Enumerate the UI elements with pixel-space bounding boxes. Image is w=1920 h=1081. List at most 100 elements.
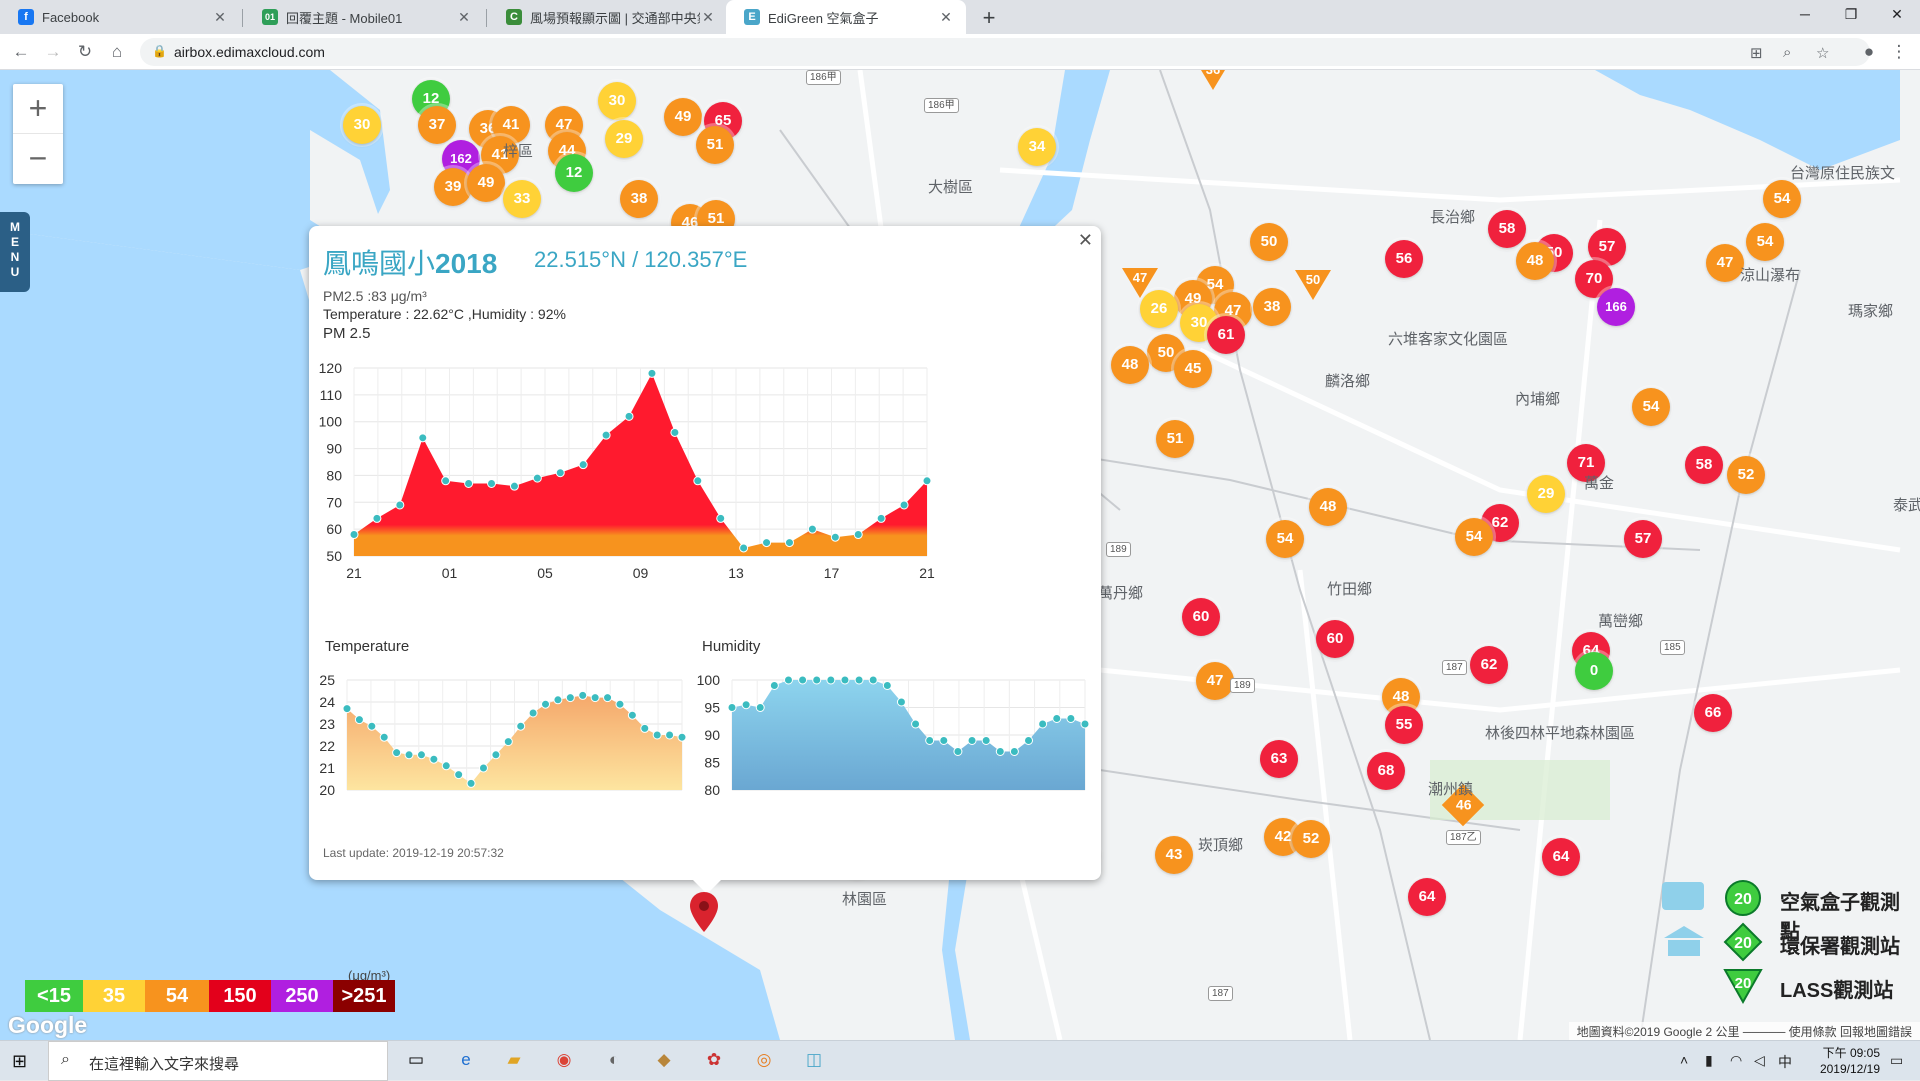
- airbox-marker[interactable]: 68: [1367, 752, 1405, 790]
- airbox-marker[interactable]: 57: [1624, 520, 1662, 558]
- airbox-marker[interactable]: 54: [1266, 520, 1304, 558]
- taskbar-search[interactable]: ⌕ 在這裡輸入文字來搜尋: [48, 1041, 388, 1081]
- edge-icon[interactable]: e: [461, 1050, 471, 1069]
- network-icon[interactable]: ◠: [1730, 1052, 1743, 1068]
- airbox-marker[interactable]: 60: [1182, 598, 1220, 636]
- system-clock[interactable]: 下午 09:05 2019/12/19: [1820, 1045, 1880, 1077]
- airbox-marker[interactable]: 54: [1632, 388, 1670, 426]
- airbox-marker[interactable]: 166: [1597, 288, 1635, 326]
- airbox-marker[interactable]: 56: [1385, 240, 1423, 278]
- airbox-marker[interactable]: 57: [1588, 228, 1626, 266]
- airbox-marker[interactable]: 64: [1408, 878, 1446, 916]
- address-bar[interactable]: 🔒 airbox.edimaxcloud.com ⊞ ⌕ ☆: [140, 38, 1870, 66]
- lass-marker[interactable]: 50: [1295, 270, 1331, 300]
- profile-icon[interactable]: ●: [1863, 42, 1875, 61]
- airbox-marker[interactable]: 49: [467, 164, 505, 202]
- lass-marker[interactable]: 47: [1122, 268, 1158, 298]
- map-attribution[interactable]: 地圖資料©2019 Google 2 公里 ───── 使用條款 回報地圖錯誤: [1568, 1022, 1920, 1040]
- back-icon[interactable]: ←: [12, 42, 30, 61]
- blender-icon[interactable]: ◎: [756, 1050, 772, 1069]
- file-explorer-icon[interactable]: ▰: [507, 1050, 521, 1069]
- lass-marker[interactable]: 36: [1195, 70, 1231, 90]
- airbox-marker[interactable]: 48: [1309, 488, 1347, 526]
- airbox-marker[interactable]: 39: [434, 168, 472, 206]
- airbox-marker[interactable]: 12: [555, 154, 593, 192]
- tab-facebook[interactable]: f Facebook ✕: [0, 0, 240, 34]
- task-view-icon[interactable]: ▭: [407, 1050, 425, 1069]
- airbox-marker[interactable]: 51: [696, 126, 734, 164]
- translate-icon[interactable]: ⊞: [1750, 45, 1763, 62]
- selected-location-pin[interactable]: [690, 892, 718, 932]
- airbox-marker[interactable]: 29: [605, 120, 643, 158]
- close-tab-icon[interactable]: ✕: [702, 8, 714, 25]
- forward-icon[interactable]: →: [44, 42, 62, 61]
- airbox-marker[interactable]: 45: [1174, 350, 1212, 388]
- app-icon-2[interactable]: ◆: [657, 1050, 671, 1069]
- ime-indicator[interactable]: 中: [1778, 1054, 1792, 1070]
- bookmark-star-icon[interactable]: ☆: [1816, 45, 1830, 62]
- notification-icon[interactable]: ▭: [1890, 1052, 1904, 1068]
- close-tab-icon[interactable]: ✕: [940, 8, 952, 25]
- chrome-icon[interactable]: ◉: [556, 1050, 572, 1069]
- airbox-marker[interactable]: 30: [598, 82, 636, 120]
- minimize-button[interactable]: ─: [1800, 6, 1810, 22]
- maximize-button[interactable]: ❐: [1844, 6, 1858, 22]
- new-tab-button[interactable]: +: [982, 5, 996, 30]
- zoom-out-button[interactable]: −: [28, 140, 48, 176]
- airbox-marker[interactable]: 47: [1196, 662, 1234, 700]
- airbox-marker[interactable]: 54: [1763, 180, 1801, 218]
- airbox-marker[interactable]: 47: [1706, 244, 1744, 282]
- airbox-marker[interactable]: 62: [1470, 646, 1508, 684]
- airbox-marker[interactable]: 33: [503, 180, 541, 218]
- tab-mobile01[interactable]: 01 回覆主題 - Mobile01 ✕: [244, 0, 484, 34]
- volume-icon[interactable]: ◁: [1754, 1052, 1765, 1068]
- battery-icon[interactable]: ▮: [1705, 1052, 1713, 1068]
- more-menu-icon[interactable]: ⋮: [1890, 42, 1908, 61]
- home-icon[interactable]: ⌂: [111, 42, 123, 61]
- reload-icon[interactable]: ↻: [77, 42, 93, 61]
- app-icon-3[interactable]: ✿: [706, 1050, 722, 1069]
- airbox-marker[interactable]: 29: [1527, 475, 1565, 513]
- tab-cwb[interactable]: C 風場預報顯示圖 | 交通部中央氣象 ✕: [488, 0, 728, 34]
- airbox-marker[interactable]: 51: [1156, 420, 1194, 458]
- airbox-marker[interactable]: 49: [664, 98, 702, 136]
- airbox-marker[interactable]: 0: [1575, 652, 1613, 690]
- airbox-marker[interactable]: 50: [1250, 223, 1288, 261]
- airbox-marker[interactable]: 55: [1385, 706, 1423, 744]
- airbox-marker[interactable]: 43: [1155, 836, 1193, 874]
- airbox-marker[interactable]: 63: [1260, 740, 1298, 778]
- airbox-marker[interactable]: 50: [1147, 334, 1185, 372]
- tray-chevron-icon[interactable]: ˄: [1680, 1052, 1689, 1068]
- airbox-marker[interactable]: 37: [418, 106, 456, 144]
- windows-start-icon[interactable]: ⊞: [12, 1051, 28, 1071]
- airbox-marker[interactable]: 38: [620, 180, 658, 218]
- airbox-marker[interactable]: 34: [1018, 128, 1056, 166]
- airbox-marker[interactable]: 71: [1567, 444, 1605, 482]
- tab-edigreen[interactable]: E EdiGreen 空氣盒子 ✕: [726, 0, 966, 34]
- app-icon-4[interactable]: ◫: [805, 1050, 823, 1069]
- zoom-icon[interactable]: ⌕: [1783, 44, 1792, 61]
- airbox-marker[interactable]: 30: [343, 106, 381, 144]
- airbox-marker[interactable]: 52: [1727, 456, 1765, 494]
- zoom-in-button[interactable]: +: [13, 84, 63, 134]
- airbox-marker[interactable]: 52: [1292, 820, 1330, 858]
- airbox-marker[interactable]: 61: [1207, 316, 1245, 354]
- close-tab-icon[interactable]: ✕: [214, 8, 226, 25]
- airbox-marker[interactable]: 48: [1111, 346, 1149, 384]
- airbox-marker[interactable]: 58: [1488, 210, 1526, 248]
- airbox-marker[interactable]: 58: [1685, 446, 1723, 484]
- airbox-marker[interactable]: 60: [1316, 620, 1354, 658]
- airbox-marker[interactable]: 64: [1542, 838, 1580, 876]
- app-icon-1[interactable]: ◐: [608, 1050, 620, 1069]
- airbox-marker[interactable]: 48: [1516, 242, 1554, 280]
- airbox-marker[interactable]: 54: [1746, 223, 1784, 261]
- close-window-button[interactable]: ✕: [1891, 6, 1903, 22]
- airbox-marker[interactable]: 66: [1694, 694, 1732, 732]
- close-tab-icon[interactable]: ✕: [458, 8, 470, 25]
- airbox-marker[interactable]: 38: [1253, 288, 1291, 326]
- close-popup-icon[interactable]: ✕: [1077, 230, 1093, 250]
- url-text[interactable]: airbox.edimaxcloud.com: [174, 44, 325, 60]
- airbox-marker[interactable]: 54: [1455, 518, 1493, 556]
